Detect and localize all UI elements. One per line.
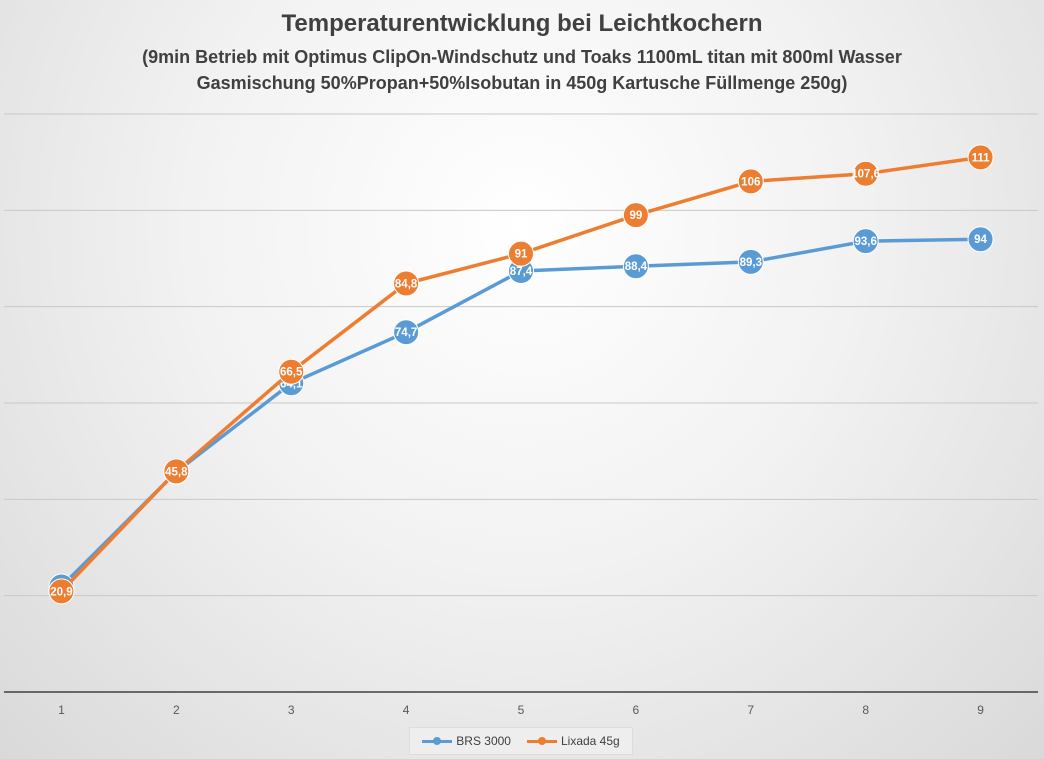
x-tick-label: 5 xyxy=(518,703,525,717)
legend-item-brs-3000: BRS 3000 xyxy=(422,734,511,748)
legend-label: Lixada 45g xyxy=(560,734,620,748)
series-lixada-45g: 20,9 45,8 66,5 84,8 91 99 106 107,6 111 xyxy=(48,144,994,605)
data-label: 91 xyxy=(515,249,528,261)
data-point xyxy=(622,253,649,280)
data-point xyxy=(737,248,764,275)
data-label: 88,4 xyxy=(625,261,648,273)
data-label: 84,8 xyxy=(395,279,418,291)
subtitle-line-1: (9min Betrieb mit Optimus ClipOn-Windsch… xyxy=(142,47,902,67)
data-label: 45,8 xyxy=(165,466,188,478)
data-point xyxy=(737,168,764,195)
data-label: 74,7 xyxy=(395,327,417,339)
series-group: 21,945,764,174,787,488,489,393,69420,945… xyxy=(48,144,994,605)
legend: BRS 3000 Lixada 45g xyxy=(409,727,633,755)
series-line xyxy=(60,237,981,588)
data-label: 99 xyxy=(629,210,642,222)
data-point xyxy=(163,458,190,485)
data-label: 20,9 xyxy=(50,586,72,598)
data-label: 93,6 xyxy=(854,236,876,248)
data-point xyxy=(622,202,649,229)
data-point xyxy=(278,358,305,385)
data-label: 111 xyxy=(972,152,991,164)
gridlines xyxy=(4,113,1038,597)
x-tick-label: 2 xyxy=(173,703,180,717)
data-label: 87,4 xyxy=(510,266,533,278)
data-point xyxy=(393,319,420,346)
data-label: 94 xyxy=(974,234,987,246)
x-axis: 1 2 3 4 5 6 7 8 9 xyxy=(4,691,1038,717)
data-label: 89,3 xyxy=(740,257,762,269)
x-tick-label: 9 xyxy=(977,703,984,717)
legend-marker-icon xyxy=(526,735,557,747)
x-tick-label: 4 xyxy=(403,703,410,717)
legend-label: BRS 3000 xyxy=(456,734,511,748)
data-point xyxy=(852,160,879,187)
series-brs-3000: 21,945,764,174,787,488,489,393,694 xyxy=(48,226,994,600)
data-point xyxy=(48,578,75,605)
data-point xyxy=(967,144,994,171)
data-label: 107,6 xyxy=(851,169,880,181)
data-label: 106 xyxy=(741,176,760,188)
legend-item-lixada-45g: Lixada 45g xyxy=(526,734,620,748)
x-tick-label: 3 xyxy=(288,703,295,717)
data-point xyxy=(508,240,534,267)
x-tick-label: 6 xyxy=(633,703,640,717)
x-tick-label: 8 xyxy=(862,703,869,717)
data-point xyxy=(393,270,420,297)
x-tick-label: 7 xyxy=(747,703,754,717)
chart-subtitle: (9min Betrieb mit Optimus ClipOn-Windsch… xyxy=(0,44,1044,96)
data-label: 66,5 xyxy=(280,367,303,379)
series-line xyxy=(60,155,981,593)
x-tick-label: 1 xyxy=(58,703,65,717)
data-point xyxy=(967,226,994,253)
data-point xyxy=(852,228,879,255)
subtitle-line-2: Gasmischung 50%Propan+50%Isobutan in 450… xyxy=(196,73,848,93)
chart-title: Temperaturentwicklung bei Leichtkochern xyxy=(281,10,763,37)
legend-marker-icon xyxy=(422,735,453,747)
